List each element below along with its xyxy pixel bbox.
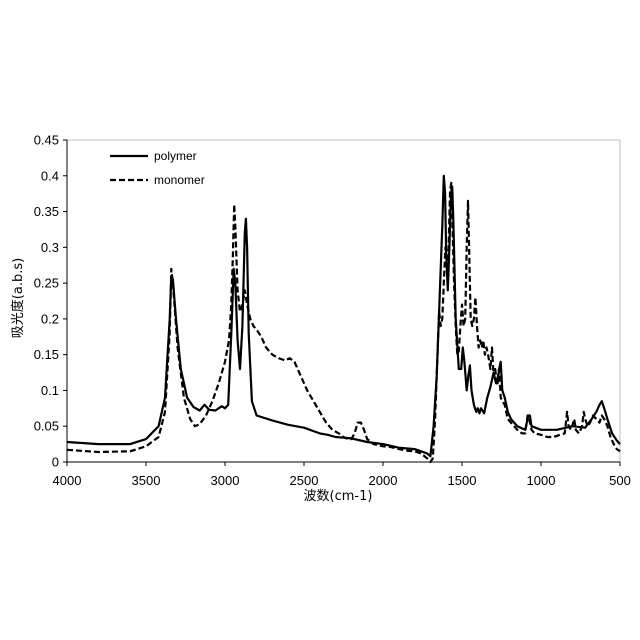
y-tick-label: 0.2 (41, 311, 59, 326)
y-tick-label: 0.25 (34, 276, 59, 291)
x-axis-title: 波数(cm-1) (304, 489, 373, 504)
x-tick-label: 1500 (448, 473, 477, 488)
y-tick-label: 0.05 (34, 419, 59, 434)
y-tick-label: 0.3 (41, 240, 59, 255)
y-tick-label: 0.1 (41, 383, 59, 398)
legend-label-polymer: polymer (154, 149, 197, 163)
y-tick-label: 0.45 (34, 133, 59, 148)
y-tick-label: 0.15 (34, 347, 59, 362)
y-axis-title: 吸光度(a.b.s) (10, 258, 26, 338)
x-tick-label: 3000 (211, 473, 240, 488)
y-tick-label: 0.4 (41, 168, 59, 183)
y-tick-label: 0.35 (34, 204, 59, 219)
x-tick-label: 1000 (527, 473, 556, 488)
legend-label-monomer: monomer (154, 173, 205, 187)
x-tick-label: 3500 (132, 473, 161, 488)
x-tick-label: 4000 (53, 473, 82, 488)
y-tick-label: 0 (52, 455, 59, 470)
x-tick-label: 2000 (369, 473, 398, 488)
x-tick-label: 2500 (290, 473, 319, 488)
x-tick-label: 500 (609, 473, 631, 488)
